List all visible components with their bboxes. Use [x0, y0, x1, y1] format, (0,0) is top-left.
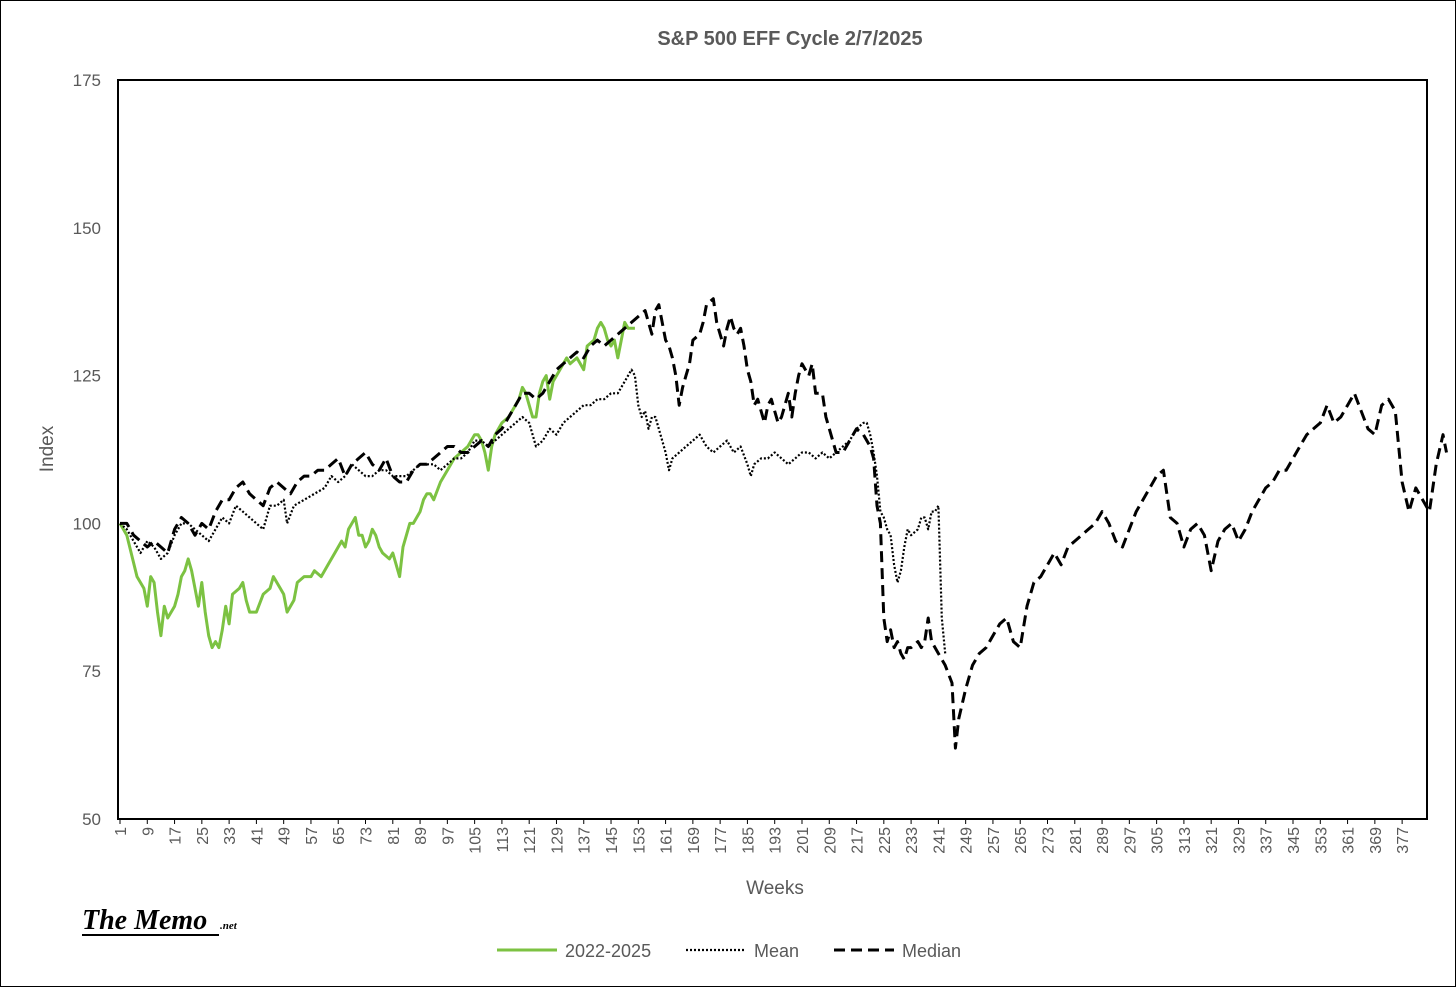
- x-tick-label: 65: [331, 827, 348, 845]
- series-line-median: [120, 297, 1448, 750]
- y-axis-label: Index: [37, 425, 58, 472]
- brand-name: The Memo: [82, 905, 207, 936]
- legend-label: 2022-2025: [565, 941, 651, 961]
- x-tick-label: 41: [249, 827, 266, 845]
- x-tick-label: 265: [1013, 827, 1030, 854]
- x-tick-label: 273: [1040, 827, 1057, 854]
- plot-area: [117, 79, 1428, 820]
- x-tick-label: 377: [1395, 827, 1412, 854]
- x-tick-label: 161: [659, 827, 676, 854]
- y-tick-label: 50: [82, 810, 101, 829]
- x-tick-label: 1: [113, 827, 130, 836]
- x-tick-label: 305: [1150, 827, 1167, 854]
- x-tick-label: 313: [1177, 827, 1194, 854]
- x-axis: 1 9 17 25 33 41 49 57 65 73 81 89 97 105 113 121 129 137 1…: [113, 819, 1412, 854]
- x-tick-label: 193: [768, 827, 785, 854]
- series-line-mean: [119, 368, 947, 654]
- x-tick-label: 25: [195, 827, 212, 845]
- y-tick-label: 175: [73, 71, 101, 90]
- chart-title: S&P 500 EFF Cycle 2/7/2025: [657, 28, 922, 50]
- x-tick-label: 33: [222, 827, 239, 845]
- x-tick-label: 201: [795, 827, 812, 854]
- y-tick-label: 150: [73, 219, 101, 238]
- series-layer: [118, 297, 1448, 750]
- y-tick-label: 75: [82, 662, 101, 681]
- x-tick-label: 121: [522, 827, 539, 854]
- x-tick-label: 81: [386, 827, 403, 845]
- x-tick-label: 57: [304, 827, 321, 845]
- x-tick-label: 89: [413, 827, 430, 845]
- x-tick-label: 225: [877, 827, 894, 854]
- y-tick-label: 125: [73, 367, 101, 386]
- x-tick-label: 177: [713, 827, 730, 854]
- brand-suffix: .net: [220, 920, 238, 932]
- x-tick-label: 321: [1204, 827, 1221, 854]
- legend-label: Median: [902, 941, 961, 961]
- x-tick-label: 73: [359, 827, 376, 845]
- series-line-2022-2025: [118, 320, 635, 650]
- x-tick-label: 233: [904, 827, 921, 854]
- x-tick-label: 97: [440, 827, 457, 845]
- x-tick-label: 281: [1068, 827, 1085, 854]
- x-tick-label: 145: [604, 827, 621, 854]
- x-axis-label: Weeks: [746, 878, 804, 899]
- x-tick-label: 241: [931, 827, 948, 854]
- y-tick-label: 100: [73, 514, 101, 533]
- x-tick-label: 17: [168, 827, 185, 845]
- x-tick-label: 49: [277, 827, 294, 845]
- x-tick-label: 369: [1368, 827, 1385, 854]
- x-tick-label: 257: [986, 827, 1003, 854]
- x-tick-label: 105: [468, 827, 485, 854]
- x-tick-label: 185: [740, 827, 757, 854]
- x-tick-label: 361: [1341, 827, 1358, 854]
- x-tick-label: 337: [1259, 827, 1276, 854]
- x-tick-label: 345: [1286, 827, 1303, 854]
- legend: 2022-2025 Mean Median: [497, 941, 961, 961]
- x-tick-label: 9: [140, 827, 157, 836]
- x-tick-label: 169: [686, 827, 703, 854]
- x-tick-label: 249: [959, 827, 976, 854]
- x-tick-label: 129: [549, 827, 566, 854]
- x-tick-label: 137: [577, 827, 594, 854]
- y-axis: 50 75 100 125 150 175: [73, 71, 101, 829]
- x-tick-label: 209: [822, 827, 839, 854]
- x-tick-label: 217: [850, 827, 867, 854]
- x-tick-label: 297: [1122, 827, 1139, 854]
- brand-logo: The Memo .net: [82, 905, 238, 936]
- x-tick-label: 153: [631, 827, 648, 854]
- x-tick-label: 329: [1231, 827, 1248, 854]
- x-tick-label: 353: [1313, 827, 1330, 854]
- legend-label: Mean: [754, 941, 799, 961]
- x-tick-label: 113: [495, 827, 512, 853]
- x-tick-label: 289: [1095, 827, 1112, 854]
